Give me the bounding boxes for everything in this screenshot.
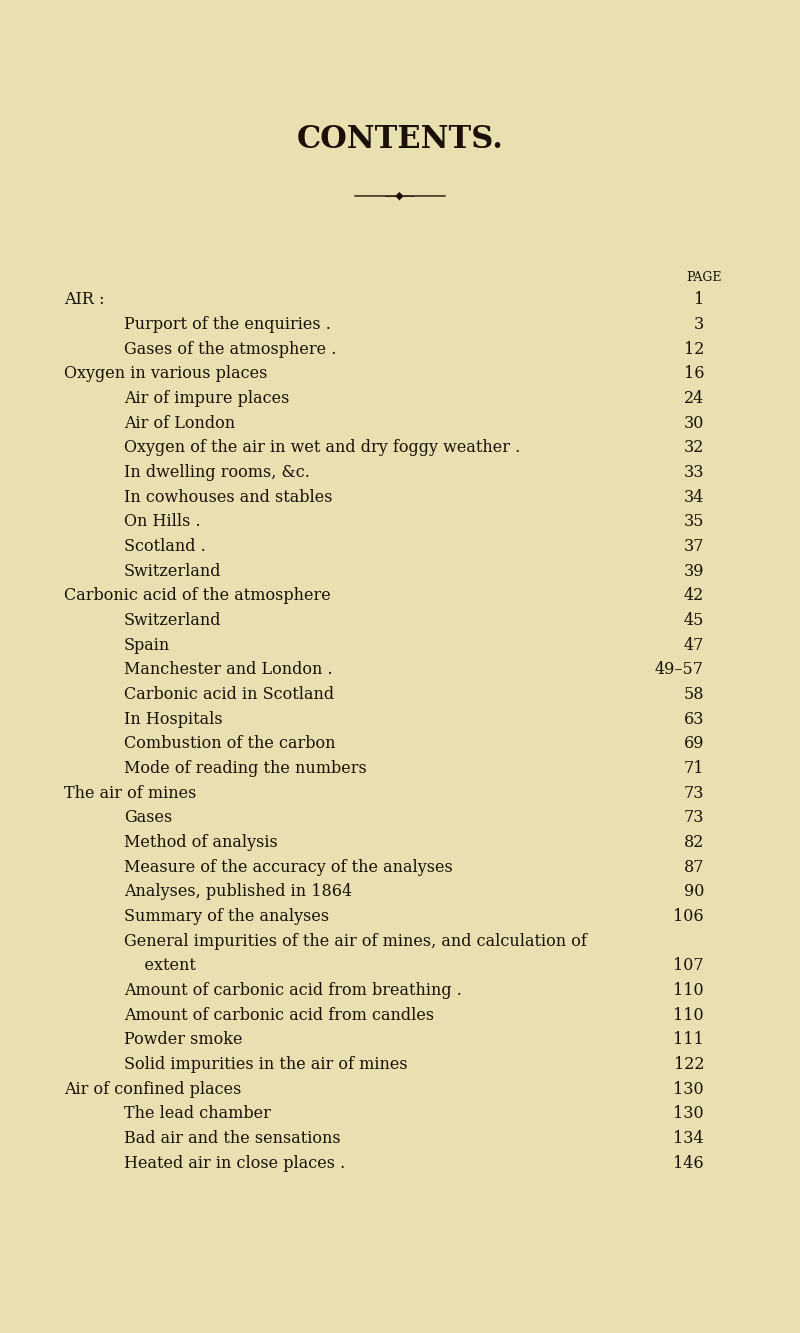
Text: 33: 33 [683,464,704,481]
Text: 30: 30 [684,415,704,432]
Text: Air of confined places: Air of confined places [64,1081,242,1097]
Text: CONTENTS.: CONTENTS. [297,124,503,156]
Text: Amount of carbonic acid from candles: Amount of carbonic acid from candles [124,1006,434,1024]
Text: The air of mines: The air of mines [64,785,196,801]
Text: Switzerland: Switzerland [124,563,222,580]
Text: Air of London: Air of London [124,415,235,432]
Text: 1: 1 [694,292,704,308]
Text: 73: 73 [683,785,704,801]
Text: Combustion of the carbon: Combustion of the carbon [124,736,335,752]
Text: In dwelling rooms, &c.: In dwelling rooms, &c. [124,464,310,481]
Text: 111: 111 [674,1032,704,1048]
Text: 3: 3 [694,316,704,333]
Text: Mode of reading the numbers: Mode of reading the numbers [124,760,366,777]
Text: 110: 110 [674,1006,704,1024]
Text: 47: 47 [684,637,704,653]
Text: 110: 110 [674,982,704,998]
Text: 58: 58 [683,686,704,702]
Text: 24: 24 [684,391,704,407]
Text: Oxygen of the air in wet and dry foggy weather .: Oxygen of the air in wet and dry foggy w… [124,440,520,456]
Text: 146: 146 [674,1154,704,1172]
Text: Carbonic acid in Scotland: Carbonic acid in Scotland [124,686,334,702]
Text: 87: 87 [683,858,704,876]
Text: 42: 42 [684,588,704,604]
Text: Summary of the analyses: Summary of the analyses [124,908,329,925]
Text: Air of impure places: Air of impure places [124,391,290,407]
Text: 39: 39 [683,563,704,580]
Text: Purport of the enquiries .: Purport of the enquiries . [124,316,331,333]
Text: Scotland .: Scotland . [124,539,206,555]
Text: Analyses, published in 1864: Analyses, published in 1864 [124,884,352,900]
Text: Amount of carbonic acid from breathing .: Amount of carbonic acid from breathing . [124,982,462,998]
Text: 16: 16 [683,365,704,383]
Text: Powder smoke: Powder smoke [124,1032,242,1048]
Text: 49–57: 49–57 [655,661,704,678]
Text: Solid impurities in the air of mines: Solid impurities in the air of mines [124,1056,408,1073]
Text: In Hospitals: In Hospitals [124,710,222,728]
Text: 73: 73 [683,809,704,826]
Text: Gases: Gases [124,809,172,826]
Text: extent: extent [124,957,196,974]
Text: 130: 130 [674,1081,704,1097]
Text: 69: 69 [683,736,704,752]
Text: Gases of the atmosphere .: Gases of the atmosphere . [124,341,336,357]
Text: Spain: Spain [124,637,170,653]
Text: Method of analysis: Method of analysis [124,834,278,850]
Text: 90: 90 [684,884,704,900]
Text: Bad air and the sensations: Bad air and the sensations [124,1130,341,1146]
Text: In cowhouses and stables: In cowhouses and stables [124,489,333,505]
Text: 106: 106 [674,908,704,925]
Text: General impurities of the air of mines, and calculation of: General impurities of the air of mines, … [124,933,587,949]
Text: 32: 32 [684,440,704,456]
Text: 34: 34 [684,489,704,505]
Text: Measure of the accuracy of the analyses: Measure of the accuracy of the analyses [124,858,453,876]
Text: 12: 12 [684,341,704,357]
Text: Switzerland: Switzerland [124,612,222,629]
Text: 37: 37 [683,539,704,555]
Text: Manchester and London .: Manchester and London . [124,661,333,678]
Text: The lead chamber: The lead chamber [124,1105,271,1122]
Text: 63: 63 [683,710,704,728]
Text: 107: 107 [674,957,704,974]
Text: 130: 130 [674,1105,704,1122]
Text: —◆—: —◆— [385,191,415,201]
Text: Carbonic acid of the atmosphere: Carbonic acid of the atmosphere [64,588,330,604]
Text: On Hills .: On Hills . [124,513,201,531]
Text: AIR :: AIR : [64,292,105,308]
Text: Heated air in close places .: Heated air in close places . [124,1154,346,1172]
Text: 122: 122 [674,1056,704,1073]
Text: PAGE: PAGE [686,271,722,284]
Text: 35: 35 [683,513,704,531]
Text: Oxygen in various places: Oxygen in various places [64,365,267,383]
Text: 134: 134 [674,1130,704,1146]
Text: 82: 82 [684,834,704,850]
Text: 45: 45 [684,612,704,629]
Text: 71: 71 [683,760,704,777]
